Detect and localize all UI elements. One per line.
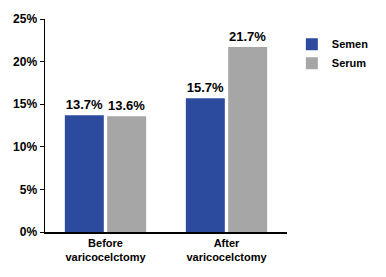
svg-text:15%: 15%: [13, 97, 37, 111]
svg-text:Serum: Serum: [332, 57, 366, 69]
svg-text:5%: 5%: [20, 183, 38, 197]
svg-text:13.7%: 13.7%: [66, 97, 103, 112]
svg-text:21.7%: 21.7%: [229, 29, 266, 44]
svg-text:20%: 20%: [13, 55, 37, 69]
svg-text:Aftervaricocelctomy: Aftervaricocelctomy: [186, 237, 267, 263]
svg-text:25%: 25%: [13, 12, 37, 26]
svg-text:13.6%: 13.6%: [108, 98, 145, 113]
svg-text:10%: 10%: [13, 140, 37, 154]
svg-text:Beforevaricocelctomy: Beforevaricocelctomy: [65, 237, 146, 263]
svg-text:15.7%: 15.7%: [187, 80, 224, 95]
svg-text:Semen: Semen: [332, 38, 368, 50]
svg-text:0%: 0%: [20, 225, 38, 239]
